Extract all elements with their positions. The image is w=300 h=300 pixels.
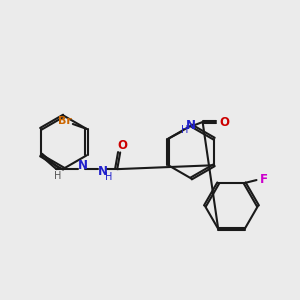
Text: H: H — [105, 172, 112, 182]
Text: Br: Br — [58, 116, 72, 126]
Text: O: O — [219, 116, 229, 128]
Text: H: H — [54, 171, 61, 181]
Text: O: O — [117, 139, 127, 152]
Text: N: N — [78, 159, 88, 172]
Text: F: F — [260, 172, 268, 186]
Text: N: N — [186, 119, 196, 133]
Text: N: N — [98, 165, 107, 178]
Text: H: H — [181, 125, 189, 135]
